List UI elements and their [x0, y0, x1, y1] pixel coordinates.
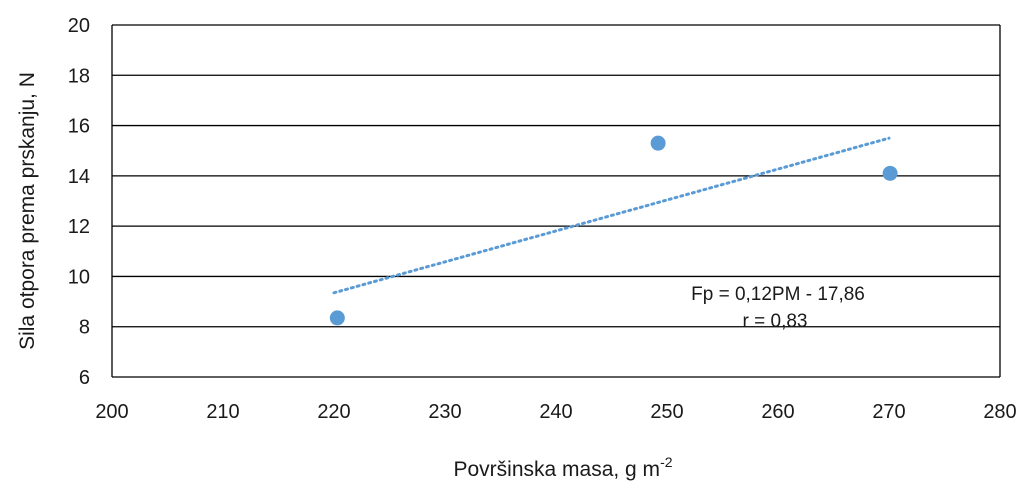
y-tick-labels: 6 8 10 12 14 16 18 20	[68, 15, 90, 389]
x-tick-label: 210	[206, 401, 239, 423]
y-tick-label: 18	[68, 65, 90, 87]
y-tick-label: 6	[79, 367, 90, 389]
x-tick-label: 260	[761, 401, 794, 423]
data-point	[882, 165, 898, 181]
y-tick-label: 12	[68, 216, 90, 238]
y-axis-title: Sila otpora prema prskanju, N	[16, 72, 39, 350]
x-tick-label: 200	[95, 401, 128, 423]
x-tick-label: 240	[539, 401, 572, 423]
x-tick-label: 220	[317, 401, 350, 423]
y-tick-label: 14	[68, 166, 90, 188]
y-tick-label: 10	[68, 266, 90, 288]
x-tick-label: 280	[983, 401, 1016, 423]
correlation-label: r = 0,83	[743, 311, 808, 332]
x-tick-label: 250	[650, 401, 683, 423]
trendline-path	[332, 136, 891, 295]
gridlines	[111, 24, 1001, 378]
data-point	[329, 310, 345, 326]
x-tick-labels: 200 210 220 230 240 250 260 270 280	[95, 401, 1016, 423]
trendline	[332, 136, 891, 295]
x-axis-title: Površinska masa, g m-2	[453, 454, 672, 481]
x-tick-label: 230	[428, 401, 461, 423]
x-axis-title-superscript: -2	[660, 454, 673, 470]
x-tick-label: 270	[872, 401, 905, 423]
y-tick-label: 8	[79, 317, 90, 339]
trend-equation: Fp = 0,12PM - 17,86	[691, 284, 865, 305]
y-tick-label: 16	[68, 116, 90, 138]
data-point	[650, 135, 666, 151]
x-axis-title-text: Površinska masa, g m	[453, 458, 660, 481]
y-tick-label: 20	[68, 15, 90, 37]
data-points	[329, 135, 898, 326]
